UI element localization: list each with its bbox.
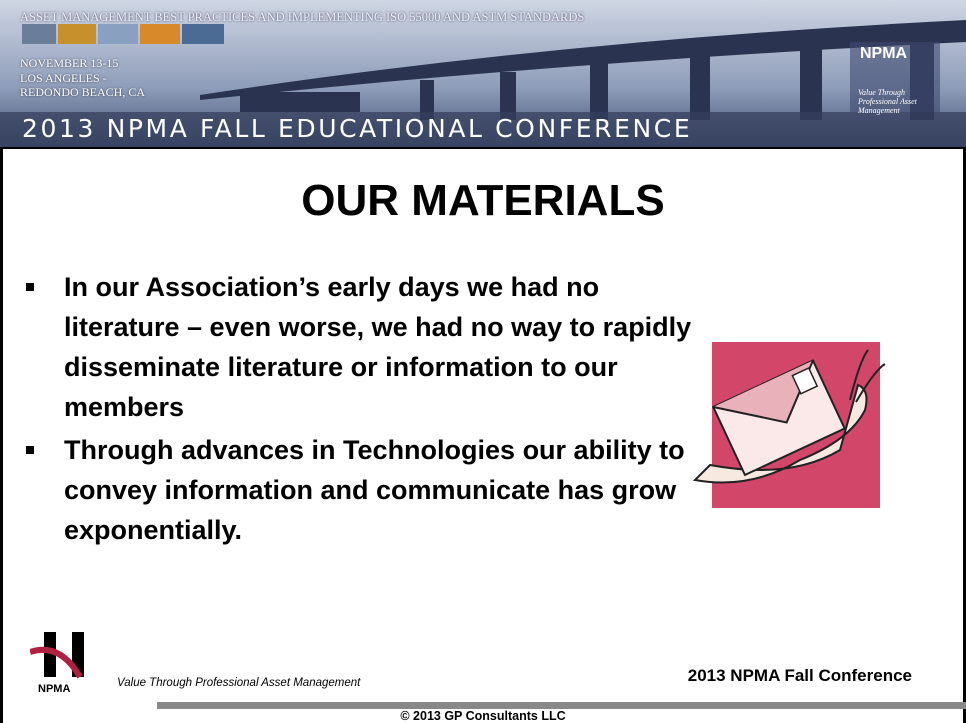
footer-event: 2013 NPMA Fall Conference xyxy=(688,666,912,686)
footer-logo: NPMA xyxy=(38,683,70,695)
bullet-marker xyxy=(26,446,34,454)
banner-tagline: ASSET MANAGEMENT BEST PRACTICES AND IMPL… xyxy=(20,10,584,25)
footer-copyright: © 2013 GP Consultants LLC xyxy=(0,709,966,723)
banner-conference: 2013 NPMA FALL EDUCATIONAL CONFERENCE xyxy=(22,114,692,143)
bullet-text: In our Association’s early days we had n… xyxy=(64,267,714,427)
footer-bar xyxy=(157,702,966,709)
footer-motto: Value Through Professional Asset Managem… xyxy=(117,677,360,689)
banner-logo: NPMA xyxy=(860,45,907,63)
banner-place: REDONDO BEACH, CA xyxy=(20,85,145,100)
bullet-marker xyxy=(26,283,34,291)
slide-title: OUR MATERIALS xyxy=(0,176,966,226)
banner-logo-motto: Value Through Professional Asset Managem… xyxy=(858,88,940,115)
banner-city: LOS ANGELES - xyxy=(20,71,107,86)
snail-mail-clipart xyxy=(690,340,890,510)
bullet-text: Through advances in Technologies our abi… xyxy=(64,430,714,550)
banner-dates: NOVEMBER 13-15 xyxy=(20,56,118,71)
slide: ASSET MANAGEMENT BEST PRACTICES AND IMPL… xyxy=(0,0,966,723)
